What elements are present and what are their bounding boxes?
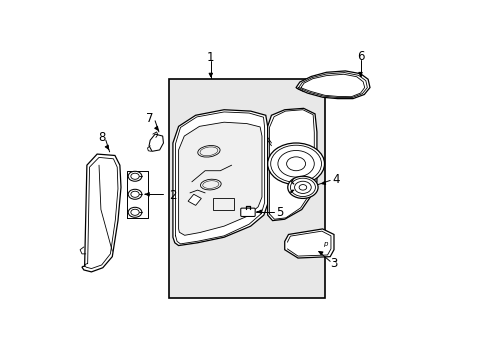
Polygon shape <box>188 194 201 205</box>
Text: 7: 7 <box>146 112 154 125</box>
Bar <box>169 79 324 298</box>
Polygon shape <box>284 229 333 258</box>
Polygon shape <box>82 154 121 272</box>
Text: 6: 6 <box>356 50 364 63</box>
Polygon shape <box>296 71 369 99</box>
Text: 1: 1 <box>206 50 214 64</box>
Text: 3: 3 <box>329 257 337 270</box>
Circle shape <box>128 171 142 181</box>
Bar <box>212 198 233 210</box>
Polygon shape <box>178 122 262 235</box>
Text: 2: 2 <box>169 189 176 202</box>
FancyBboxPatch shape <box>240 208 255 216</box>
Text: 5: 5 <box>276 206 283 219</box>
Text: 8: 8 <box>98 131 105 144</box>
Circle shape <box>287 176 317 198</box>
Circle shape <box>267 143 324 185</box>
Circle shape <box>128 207 142 217</box>
Polygon shape <box>173 110 267 246</box>
Circle shape <box>128 189 142 199</box>
Polygon shape <box>149 134 163 151</box>
Text: 4: 4 <box>331 172 339 185</box>
Text: p: p <box>322 241 326 247</box>
Polygon shape <box>267 108 316 221</box>
